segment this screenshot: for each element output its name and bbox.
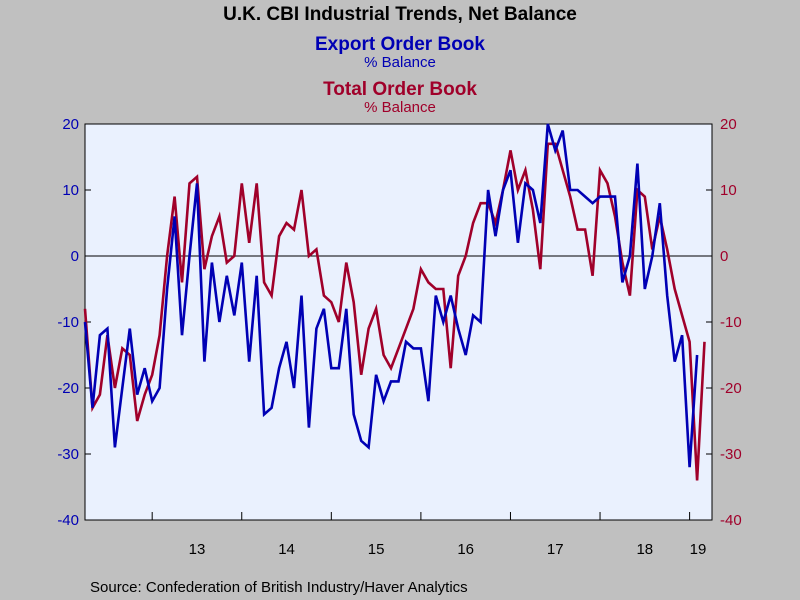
- legend-export-unit: % Balance: [364, 54, 436, 71]
- x-tick-label: 14: [278, 541, 295, 558]
- legend-export-name: Export Order Book: [315, 34, 485, 55]
- x-tick-label: 13: [189, 541, 206, 558]
- y-right-tick-label: -30: [720, 446, 742, 463]
- series-line-total-order-book: [83, 142, 706, 481]
- x-tick-label: 17: [547, 541, 564, 558]
- x-tick-label: 15: [368, 541, 385, 558]
- x-tick-label: 19: [690, 541, 707, 558]
- y-left-tick-label: -40: [57, 512, 79, 529]
- y-left-tick-label: 20: [62, 116, 79, 133]
- y-right-tick-label: 20: [720, 116, 737, 133]
- y-left-tick-label: -20: [57, 380, 79, 397]
- series-group: [83, 123, 706, 481]
- y-right-tick-label: -10: [720, 314, 742, 331]
- x-tick-label: 18: [636, 541, 653, 558]
- series-line-export-order-book: [83, 123, 699, 468]
- y-axis-right: 20 10 0 -10 -20 -30 -40: [706, 116, 742, 529]
- chart-title: U.K. CBI Industrial Trends, Net Balance: [223, 4, 577, 25]
- x-axis: 13 14 15 16 17 18 19: [151, 512, 707, 558]
- y-right-tick-label: -20: [720, 380, 742, 397]
- x-tick-label: 16: [457, 541, 474, 558]
- y-left-tick-label: -10: [57, 314, 79, 331]
- y-left-tick-label: 0: [71, 248, 79, 265]
- y-right-tick-label: -40: [720, 512, 742, 529]
- y-right-tick-label: 10: [720, 182, 737, 199]
- y-right-tick-label: 0: [720, 248, 728, 265]
- y-axis-left: 20 10 0 -10 -20 -30 -40: [57, 116, 91, 529]
- source-note: Source: Confederation of British Industr…: [90, 579, 468, 596]
- legend-total-unit: % Balance: [364, 99, 436, 116]
- plot-area: [84, 123, 713, 521]
- y-left-tick-label: 10: [62, 182, 79, 199]
- legend-total-name: Total Order Book: [323, 79, 477, 100]
- y-left-tick-label: -30: [57, 446, 79, 463]
